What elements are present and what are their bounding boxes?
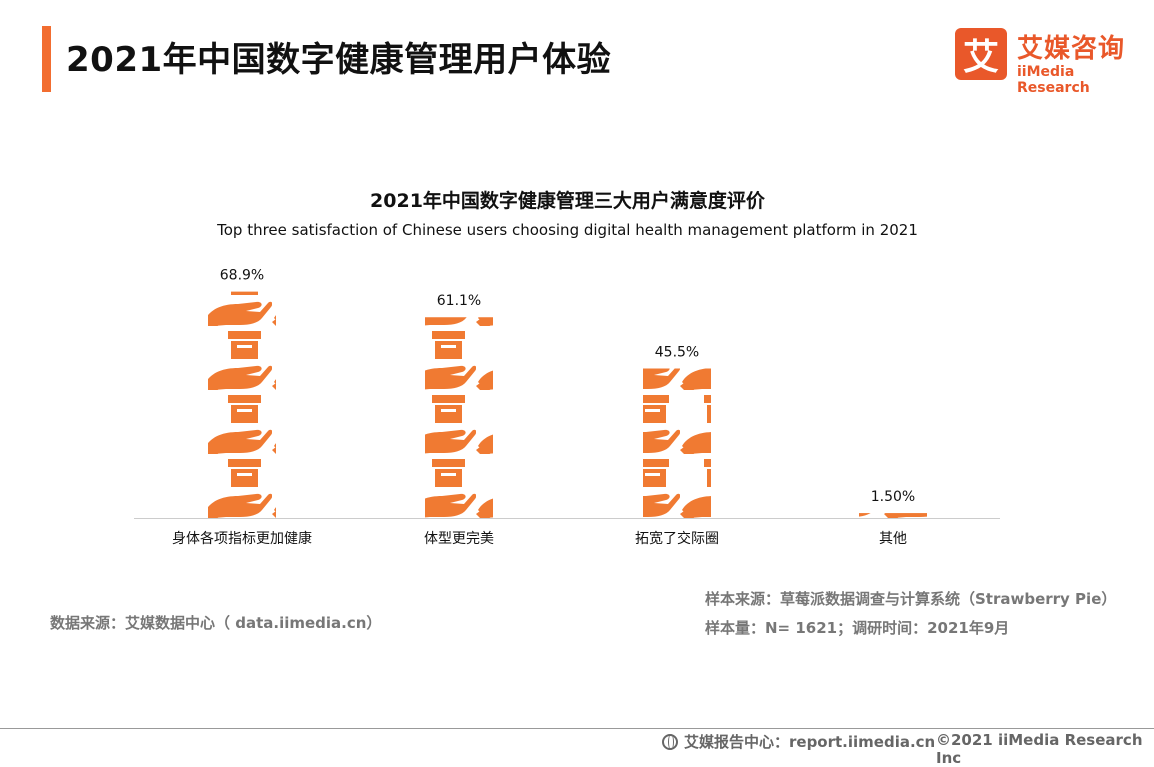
bar-1 [425, 317, 493, 518]
brand-name-en: iiMedia Research [1017, 64, 1090, 96]
page-title: 2021年中国数字健康管理用户体验 [66, 40, 612, 80]
category-label-3: 其他 [879, 531, 907, 547]
brand-mark-icon: 艾 [955, 28, 1007, 80]
globe-icon [662, 733, 678, 750]
data-label-2: 45.5% [655, 345, 699, 361]
sample-source: 样本来源：草莓派数据调查与计算系统（Strawberry Pie） [705, 590, 1117, 608]
sample-size: 样本量：N= 1621；调研时间：2021年9月 [705, 619, 1010, 637]
data-label-3: 1.50% [871, 489, 915, 505]
chart-subtitle: Top three satisfaction of Chinese users … [217, 221, 918, 239]
brand-logo: 艾 艾媒咨询 iiMedia Research [955, 28, 1145, 96]
bar-0 [208, 291, 276, 518]
footer-copyright: ©2021 iiMedia Research Inc [936, 731, 1143, 767]
title-accent-bar [42, 26, 51, 92]
category-label-1: 体型更完美 [424, 531, 494, 547]
footer-report: 艾媒报告中心：report.iimedia.cn [662, 731, 935, 752]
data-label-0: 68.9% [220, 268, 264, 284]
category-label-2: 拓宽了交际圈 [635, 530, 719, 547]
pictograph-bar-chart: 68.9% 身体各项指标更加健康 61.1% 体型更完美 45.5% 拓宽了交际圈 1.50… [134, 268, 1000, 547]
bar-3 [859, 513, 927, 518]
footer-divider [0, 728, 1154, 729]
data-source: 数据来源：艾媒数据中心（ data.iimedia.cn） [50, 614, 382, 632]
brand-name-cn: 艾媒咨询 [1017, 34, 1126, 64]
footer-report-text: 艾媒报告中心：report.iimedia.cn [684, 733, 936, 751]
chart-title: 2021年中国数字健康管理三大用户满意度评价 [370, 190, 765, 212]
bar-2 [643, 368, 711, 518]
data-label-1: 61.1% [437, 293, 481, 309]
category-label-0: 身体各项指标更加健康 [172, 530, 312, 547]
